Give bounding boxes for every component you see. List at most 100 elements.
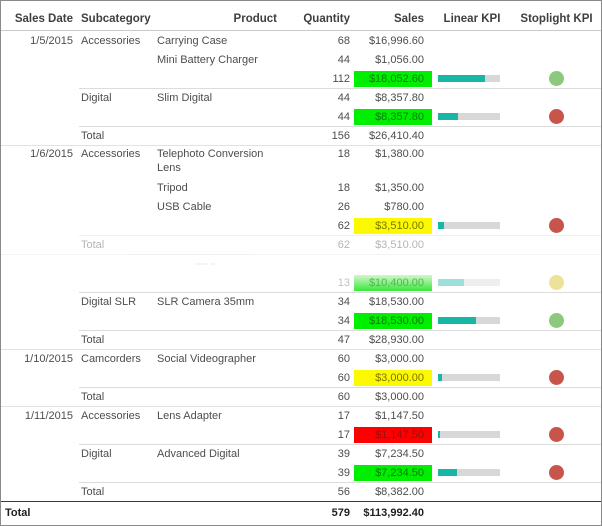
linear-kpi-fill xyxy=(438,222,445,229)
stoplight-red-indicator xyxy=(549,218,564,233)
cell-quantity: 62 xyxy=(337,219,350,232)
cell-quantity: 39 xyxy=(337,447,350,460)
cell-product: SLR Camera 35mm xyxy=(157,295,255,308)
cell-sales: $1,380.00 xyxy=(375,148,424,160)
cell-subcategory: Digital xyxy=(81,447,112,460)
linear-kpi-bar xyxy=(438,317,500,324)
cell-product: Lens Adapter xyxy=(157,409,222,422)
cell-stoplight-kpi xyxy=(512,427,601,442)
linear-kpi-bar xyxy=(438,469,500,476)
cell-linear-kpi xyxy=(432,222,512,229)
cell-sales: $113,992.40 xyxy=(363,507,424,519)
total-row: Total 156 $26,410.40 xyxy=(1,126,601,145)
detail-row: Digital SLR SLR Camera 35mm 34 $18,530.00 xyxy=(1,292,601,311)
linear-kpi-bar xyxy=(438,374,500,381)
cell-sales: $3,000.00 xyxy=(375,390,424,403)
subtotal-row: 112 $18,052.60 xyxy=(1,69,601,88)
linear-kpi-fill xyxy=(438,431,441,438)
cell-quantity: 44 xyxy=(337,53,350,66)
cell-stoplight-kpi xyxy=(512,109,601,124)
detail-row: Tripod 18 $1,350.00 xyxy=(1,178,601,197)
linear-kpi-fill xyxy=(438,75,486,82)
cell-product: USB Cable xyxy=(157,200,212,213)
subtotal-row: 44 $8,357.80 xyxy=(1,107,601,126)
cell-quantity: 26 xyxy=(337,200,350,213)
cell-stoplight-kpi xyxy=(512,218,601,233)
cell-product: Mini Battery Charger xyxy=(157,53,258,66)
cell-quantity: 579 xyxy=(331,507,350,519)
cell-stoplight-kpi xyxy=(512,145,601,147)
detail-row: 1/5/2015 Accessories Carrying Case 68 $16,99… xyxy=(1,31,601,50)
cell-product: Slim Digital xyxy=(157,91,213,104)
cell-linear-kpi xyxy=(432,145,512,147)
ghost-text-smudge xyxy=(211,262,215,265)
linear-kpi-fill xyxy=(438,279,465,286)
cell-sales: $3,510.00 xyxy=(375,238,424,251)
cell-linear-kpi xyxy=(432,113,512,120)
cell-product: Social Videographer xyxy=(157,352,256,365)
subtotal-row: 13 $10,400.00 xyxy=(1,273,601,292)
cell-subcategory: Total xyxy=(81,390,105,403)
subtotal-row: 62 $3,510.00 xyxy=(1,216,601,235)
cell-linear-kpi xyxy=(432,317,512,324)
detail-row: 1/11/2015 Accessories Lens Adapter 17 $1,147… xyxy=(1,406,601,425)
cell-sales: $780.00 xyxy=(384,200,424,213)
cell-sales: $8,357.80 xyxy=(354,108,432,125)
cell-product: Telephoto Conversion Lens xyxy=(157,148,264,174)
column-header-sales-date: Sales Date xyxy=(14,13,73,25)
cell-product: Carrying Case xyxy=(157,34,228,47)
detail-row: 1/10/2015 Camcorders Social Videographer 60… xyxy=(1,349,601,368)
linear-kpi-bar xyxy=(438,279,500,286)
cell-sales: $3,000.00 xyxy=(354,369,432,386)
cell-sales: $1,056.00 xyxy=(375,53,424,66)
stoplight-red-indicator xyxy=(549,370,564,385)
linear-kpi-bar xyxy=(438,113,500,120)
cell-quantity: 34 xyxy=(337,314,350,327)
stoplight-red-indicator xyxy=(549,109,564,124)
subtotal-row: 34 $18,530.00 xyxy=(1,311,601,330)
cell-quantity: 60 xyxy=(337,352,350,365)
linear-kpi-bar xyxy=(438,75,500,82)
detail-row: USB Cable 26 $780.00 xyxy=(1,197,601,216)
stoplight-green-indicator xyxy=(549,71,564,86)
cell-linear-kpi xyxy=(432,75,512,82)
cell-sales: $3,510.00 xyxy=(354,217,432,234)
cell-quantity: 18 xyxy=(337,181,350,194)
cell-sales-date: 1/5/2015 xyxy=(30,34,73,47)
cell-subcategory: Accessories xyxy=(81,409,141,422)
cell-sales: $1,147.50 xyxy=(375,409,424,422)
linear-kpi-fill xyxy=(438,374,443,381)
column-header-subcategory: Subcategory xyxy=(81,13,151,25)
cell-product: Advanced Digital xyxy=(157,447,240,460)
cell-quantity: 56 xyxy=(337,485,350,498)
linear-kpi-bar xyxy=(438,222,500,229)
cell-sales: $18,530.00 xyxy=(354,312,432,329)
cell-stoplight-kpi xyxy=(512,465,601,480)
cell-quantity: 17 xyxy=(337,409,350,422)
stoplight-red-indicator xyxy=(549,427,564,442)
detail-row: 1/6/2015 Accessories Telephoto Conversion … xyxy=(1,145,601,178)
cell-quantity: 112 xyxy=(332,72,350,85)
cell-sales: $1,147.50 xyxy=(354,426,432,443)
linear-kpi-fill xyxy=(438,113,459,120)
cell-stoplight-kpi xyxy=(512,313,601,328)
column-header-linear-kpi: Linear KPI xyxy=(443,13,501,25)
grandtotal-row: Total 579 $113,992.40 xyxy=(1,501,601,524)
cell-quantity: 47 xyxy=(337,333,350,346)
cell-quantity: 34 xyxy=(337,295,350,308)
cell-linear-kpi xyxy=(432,469,512,476)
stoplight-yellow-indicator xyxy=(549,275,564,290)
detail-row: Digital Slim Digital 44 $8,357.80 xyxy=(1,88,601,107)
cell-sales: $7,234.50 xyxy=(375,447,424,460)
cell-stoplight-kpi xyxy=(512,275,601,290)
column-header-product: Product xyxy=(233,13,277,25)
cell-quantity: 156 xyxy=(331,129,350,142)
cell-sales: $28,930.00 xyxy=(368,333,424,346)
cell-linear-kpi xyxy=(432,431,512,438)
cell-sales: $7,234.50 xyxy=(354,464,432,481)
cell-product xyxy=(153,258,281,270)
cell-quantity: 13 xyxy=(337,276,350,289)
cell-sales: $1,350.00 xyxy=(375,181,424,194)
cell-quantity: 18 xyxy=(337,148,350,160)
